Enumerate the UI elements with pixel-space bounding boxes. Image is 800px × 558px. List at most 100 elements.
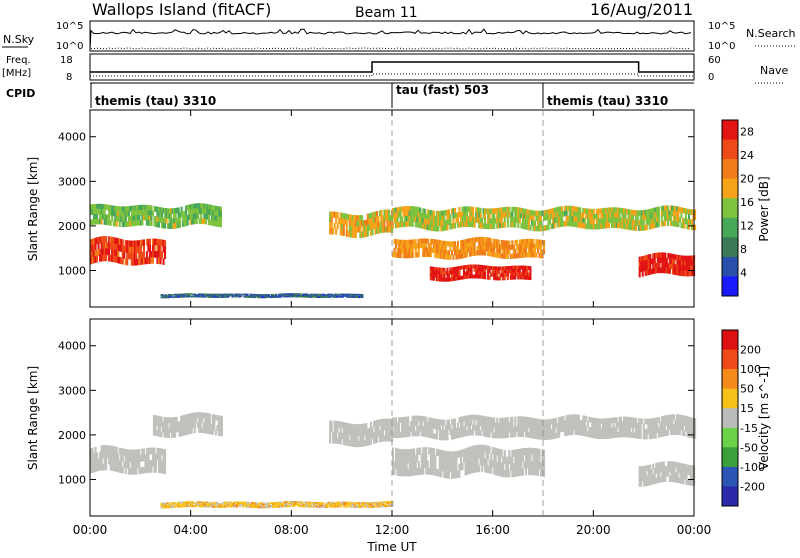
scatter-cell (479, 420, 482, 426)
scatter-cell (342, 218, 345, 225)
scatter-cell (184, 429, 187, 436)
scatter-cell (112, 464, 115, 472)
scatter-cell (208, 503, 211, 505)
scatter-cell (159, 239, 162, 246)
scatter-cell (650, 258, 653, 265)
scatter-cell (349, 505, 352, 508)
scatter-cell (174, 502, 177, 504)
scatter-cell (336, 437, 339, 444)
scatter-cell (694, 418, 697, 424)
scatter-cell (491, 272, 494, 277)
scatter-cell (607, 207, 610, 214)
scatter-cell (493, 432, 496, 439)
scatter-cell (511, 275, 514, 280)
scatter-cell (130, 461, 133, 469)
scatter-cell (329, 426, 332, 433)
scatter-cell (493, 467, 496, 475)
scatter-cell (496, 208, 499, 214)
scatter-cell (491, 242, 494, 248)
scatter-cell (172, 422, 175, 428)
scatter-cell (331, 295, 334, 297)
scatter-cell (673, 264, 676, 270)
scatter-cell (425, 421, 428, 428)
scatter-cell (647, 418, 650, 425)
scatter-cell (201, 296, 204, 298)
scatter-cell (410, 221, 413, 227)
scatter-cell (108, 254, 111, 262)
scatter-cell (145, 251, 148, 258)
scatter-cell (223, 503, 226, 505)
power-colorbar-swatch (722, 256, 738, 277)
scatter-cell (654, 222, 657, 228)
scatter-cell (201, 203, 204, 209)
scatter-cell (482, 237, 485, 243)
scatter-cell (490, 466, 493, 474)
scatter-cell (163, 295, 166, 297)
scatter-cell (189, 209, 192, 215)
scatter-cell (671, 220, 674, 227)
scatter-cell (479, 245, 482, 251)
scatter-cell (126, 246, 129, 253)
scatter-cell (216, 206, 219, 212)
scatter-cell (646, 259, 649, 266)
scatter-cell (351, 214, 354, 222)
scatter-cell (296, 501, 299, 503)
scatter-cell (147, 205, 150, 211)
scatter-cell (293, 501, 296, 503)
scatter-cell (236, 295, 239, 297)
scatter-cell (653, 222, 656, 229)
scatter-cell (440, 463, 443, 471)
scatter-cell (226, 295, 229, 297)
scatter-cell (245, 296, 248, 298)
scatter-cell (383, 505, 386, 508)
scatter-cell (532, 252, 535, 258)
scatter-cell (368, 439, 371, 446)
scatter-cell (239, 502, 242, 505)
scatter-cell (139, 204, 142, 211)
scatter-cell (275, 294, 278, 297)
scatter-cell (437, 215, 440, 222)
scatter-cell (102, 209, 105, 215)
scatter-cell (435, 253, 438, 259)
scatter-cell (210, 215, 213, 221)
scatter-cell (441, 215, 444, 222)
scatter-cell (351, 220, 354, 227)
scatter-cell (452, 423, 455, 430)
scatter-cell (342, 213, 345, 220)
scatter-cell (456, 276, 459, 281)
scatter-cell (452, 270, 455, 275)
scatter-cell (656, 211, 659, 218)
scatter-cell (154, 466, 157, 473)
scatter-cell (485, 223, 488, 229)
scatter-cell (205, 504, 208, 507)
scatter-cell (479, 430, 482, 436)
scatter-cell (668, 414, 671, 421)
scatter-cell (455, 254, 458, 260)
scatter-cell (521, 268, 524, 273)
scatter-cell (591, 218, 594, 225)
scatter-cell (453, 270, 456, 275)
scatter-cell (456, 432, 459, 439)
scatter-cell (517, 275, 520, 280)
scatter-cell (672, 220, 675, 227)
scatter-cell (177, 295, 180, 297)
scatter-cell (199, 412, 202, 418)
scatter-cell (475, 429, 478, 436)
scatter-cell (105, 204, 108, 210)
scatter-cell (503, 422, 506, 429)
scatter-cell (505, 266, 508, 271)
scatter-cell (434, 225, 437, 232)
scatter-cell (240, 295, 243, 297)
scatter-cell (275, 296, 278, 298)
scatter-cell (559, 216, 562, 222)
scatter-cell (245, 504, 248, 507)
scatter-cell (651, 433, 654, 439)
scatter-cell (484, 223, 487, 229)
scatter-cell (209, 204, 212, 211)
scatter-cell (142, 454, 145, 462)
scatter-cell (535, 252, 538, 258)
scatter-cell (329, 295, 332, 297)
scatter-cell (223, 295, 226, 297)
scatter-cell (313, 295, 316, 297)
scatter-cell (291, 294, 294, 297)
